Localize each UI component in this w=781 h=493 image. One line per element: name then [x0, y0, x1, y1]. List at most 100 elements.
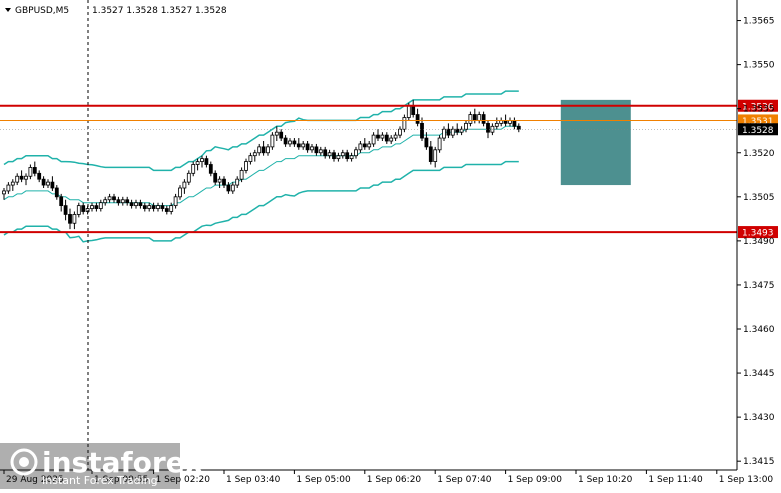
candle-body	[173, 196, 178, 207]
candle-body	[393, 134, 398, 139]
candle-body	[120, 199, 125, 204]
candle-body	[90, 205, 94, 209]
chart-menu-triangle-icon[interactable]	[5, 8, 11, 12]
x-tick-label: 1 Sep 13:00	[719, 475, 774, 485]
candle-body	[160, 205, 165, 209]
candle-body	[222, 178, 226, 186]
current-price-tag	[738, 123, 778, 136]
candle-body	[472, 114, 477, 121]
candle-body	[178, 187, 182, 198]
y-tick-label: 1.3415	[743, 457, 775, 467]
candle-body	[362, 143, 367, 148]
candle-body	[402, 117, 407, 130]
candle-body	[354, 149, 358, 157]
candle-body	[248, 155, 253, 162]
level-tag-label-support: 1.3493	[742, 229, 774, 239]
candle-body	[323, 149, 328, 157]
candle-body	[81, 205, 86, 212]
candle-body	[274, 131, 279, 136]
bollinger-upper-band	[3, 90, 519, 172]
candle-body	[142, 205, 147, 209]
watermark: instaforex Instant Forex Trading	[0, 443, 203, 489]
candle-body	[112, 196, 116, 201]
candle-body	[63, 205, 68, 215]
candle-body	[151, 205, 156, 209]
candle-body	[314, 146, 319, 154]
candle-body	[10, 181, 15, 186]
candle-body	[406, 105, 411, 118]
candle-body	[235, 178, 240, 186]
x-tick-label: 29 Aug 2025	[6, 475, 64, 485]
candle-body	[433, 149, 438, 162]
candle-body	[327, 152, 332, 157]
candle-body	[191, 164, 196, 174]
candle-body	[169, 205, 174, 212]
candle-body	[19, 175, 24, 180]
y-tick-label: 1.3520	[743, 149, 775, 159]
candle-body	[147, 205, 152, 209]
y-tick-label: 1.3565	[743, 17, 775, 27]
candle-body	[54, 187, 59, 198]
candle-body	[450, 128, 455, 136]
candle-body	[76, 205, 81, 215]
candle-body	[310, 146, 314, 151]
candle-body	[103, 199, 108, 204]
level-tag-label-resistance: 1.3536	[742, 102, 774, 112]
level-tag-support	[738, 226, 778, 239]
watermark-tagline: Instant Forex Trading	[42, 474, 158, 487]
candle-body	[301, 143, 306, 148]
candle-body	[384, 134, 389, 142]
candle-body	[15, 175, 20, 183]
candle-body	[486, 122, 490, 133]
candle-body	[305, 143, 310, 151]
y-tick-label: 1.3535	[743, 105, 775, 115]
candle-body	[59, 196, 64, 207]
x-tick-label: 1 Sep 10:20	[578, 475, 633, 485]
candle-body	[261, 146, 266, 154]
chart-ohlc: 1.3527 1.3528 1.3527 1.3528	[92, 6, 227, 16]
candle-body	[138, 202, 143, 207]
candle-body	[459, 128, 464, 133]
candle-body	[32, 167, 37, 174]
candle-body	[230, 184, 235, 192]
candle-body	[446, 128, 451, 136]
current-price-tag-label: 1.3528	[742, 126, 774, 136]
candle-body	[266, 146, 270, 154]
watermark-logo-core-icon	[19, 457, 29, 467]
y-tick-label: 1.3445	[743, 369, 775, 379]
candle-body	[226, 184, 231, 192]
y-tick-label: 1.3430	[743, 413, 775, 423]
candle-body	[116, 199, 121, 204]
bid-tag-label: 1.3531	[742, 117, 774, 127]
candle-body	[424, 137, 429, 148]
candle-body	[358, 143, 363, 151]
y-tick-label: 1.3460	[743, 325, 775, 335]
candle-body	[376, 134, 380, 139]
y-tick-label: 1.3475	[743, 281, 775, 291]
candle-body	[336, 155, 341, 160]
candle-body	[217, 178, 222, 183]
candle-body	[72, 214, 77, 224]
candle-body	[204, 158, 209, 165]
candle-body	[279, 131, 284, 139]
bollinger-middle-band	[3, 125, 519, 207]
candle-body	[46, 181, 50, 186]
x-tick-label: 1 Sep 09:00	[508, 475, 563, 485]
candle-body	[411, 105, 416, 115]
candle-body	[442, 128, 446, 139]
x-tick-label: 1 Sep 02:20	[156, 475, 211, 485]
x-tick-label: 1 Sep 05:00	[296, 475, 351, 485]
candle-body	[464, 122, 468, 130]
candle-body	[98, 202, 103, 209]
candle-body	[24, 175, 28, 180]
candle-body	[270, 134, 275, 148]
candle-body	[318, 149, 323, 154]
x-tick-label: 1 Sep 03:40	[226, 475, 281, 485]
candle-body	[481, 114, 486, 124]
candle-body	[50, 181, 55, 189]
x-tick-label: 1 Sep 00:55	[94, 475, 148, 485]
candle-body	[239, 169, 244, 180]
y-tick-label: 1.3505	[743, 193, 775, 203]
candle-body	[455, 128, 460, 133]
